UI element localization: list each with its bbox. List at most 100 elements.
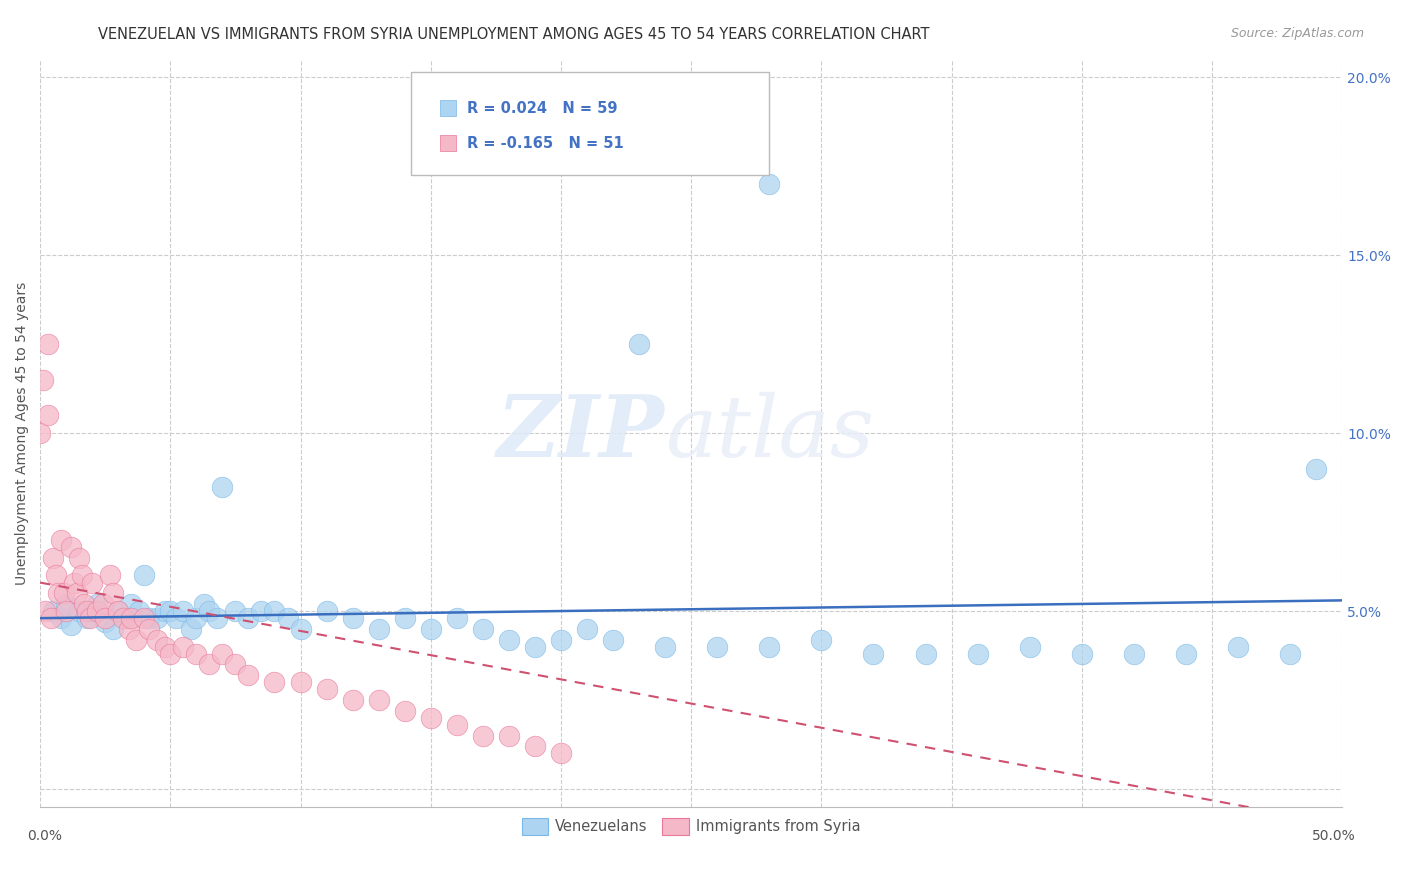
Point	[276, 611, 298, 625]
Point	[49, 533, 72, 547]
Point	[224, 657, 246, 672]
Point	[120, 611, 142, 625]
Point	[39, 611, 62, 625]
Point	[63, 575, 86, 590]
Point	[34, 604, 56, 618]
Point	[810, 632, 832, 647]
Point	[55, 597, 77, 611]
Point	[186, 611, 208, 625]
Point	[602, 632, 624, 647]
Point	[1122, 647, 1144, 661]
Point	[94, 615, 117, 629]
Point	[67, 550, 90, 565]
Point	[1018, 640, 1040, 654]
Point	[65, 586, 87, 600]
Point	[31, 373, 53, 387]
Point	[186, 647, 208, 661]
Point	[1227, 640, 1250, 654]
Point	[263, 675, 285, 690]
Point	[45, 568, 67, 582]
Point	[134, 611, 156, 625]
Point	[1175, 647, 1198, 661]
Point	[342, 611, 364, 625]
Point	[498, 632, 520, 647]
Point	[146, 611, 169, 625]
Point	[315, 682, 337, 697]
Point	[966, 647, 988, 661]
Point	[138, 611, 160, 625]
Point	[315, 604, 337, 618]
Point	[37, 409, 59, 423]
Text: ZIP: ZIP	[498, 392, 665, 475]
Point	[446, 718, 468, 732]
Point	[628, 337, 651, 351]
Point	[118, 622, 141, 636]
Point	[446, 611, 468, 625]
Point	[134, 568, 156, 582]
Point	[159, 647, 181, 661]
Point	[1070, 647, 1092, 661]
Point	[1305, 461, 1327, 475]
Point	[198, 604, 221, 618]
Point	[862, 647, 884, 661]
Point	[523, 640, 546, 654]
Point	[205, 611, 228, 625]
Legend: Venezuelans, Immigrants from Syria: Venezuelans, Immigrants from Syria	[516, 812, 866, 840]
Point	[180, 622, 202, 636]
Point	[211, 647, 233, 661]
Point	[73, 597, 96, 611]
Point	[67, 604, 90, 618]
Text: 50.0%: 50.0%	[1312, 830, 1355, 843]
Point	[37, 337, 59, 351]
Point	[1279, 647, 1302, 661]
Point	[576, 622, 599, 636]
Text: atlas: atlas	[665, 392, 875, 475]
Point	[49, 611, 72, 625]
Text: R = -0.165   N = 51: R = -0.165 N = 51	[467, 136, 624, 151]
Point	[193, 597, 215, 611]
Point	[76, 604, 98, 618]
Point	[419, 711, 441, 725]
Point	[153, 604, 176, 618]
Point	[498, 729, 520, 743]
Point	[101, 622, 124, 636]
Point	[342, 693, 364, 707]
Point	[367, 693, 389, 707]
Point	[100, 568, 122, 582]
Point	[60, 540, 83, 554]
Point	[115, 611, 138, 625]
Point	[290, 675, 312, 690]
Point	[125, 632, 148, 647]
Point	[758, 177, 780, 191]
Point	[172, 604, 194, 618]
Point	[367, 622, 389, 636]
Point	[224, 604, 246, 618]
Point	[138, 622, 160, 636]
Point	[86, 604, 108, 618]
Point	[146, 632, 169, 647]
Text: VENEZUELAN VS IMMIGRANTS FROM SYRIA UNEMPLOYMENT AMONG AGES 45 TO 54 YEARS CORRE: VENEZUELAN VS IMMIGRANTS FROM SYRIA UNEM…	[98, 27, 929, 42]
Point	[250, 604, 273, 618]
Point	[238, 668, 260, 682]
Point	[654, 640, 676, 654]
Point	[153, 640, 176, 654]
Point	[91, 597, 114, 611]
Point	[107, 604, 129, 618]
Point	[46, 586, 69, 600]
Point	[42, 550, 65, 565]
Point	[112, 611, 135, 625]
Point	[914, 647, 936, 661]
Point	[550, 747, 572, 761]
Point	[471, 622, 494, 636]
Point	[419, 622, 441, 636]
Point	[128, 604, 150, 618]
Text: Source: ZipAtlas.com: Source: ZipAtlas.com	[1230, 27, 1364, 40]
Point	[42, 604, 65, 618]
Point	[172, 640, 194, 654]
Point	[60, 618, 83, 632]
Point	[82, 604, 104, 618]
Point	[86, 597, 108, 611]
Point	[165, 611, 187, 625]
Point	[120, 597, 142, 611]
Point	[758, 640, 780, 654]
